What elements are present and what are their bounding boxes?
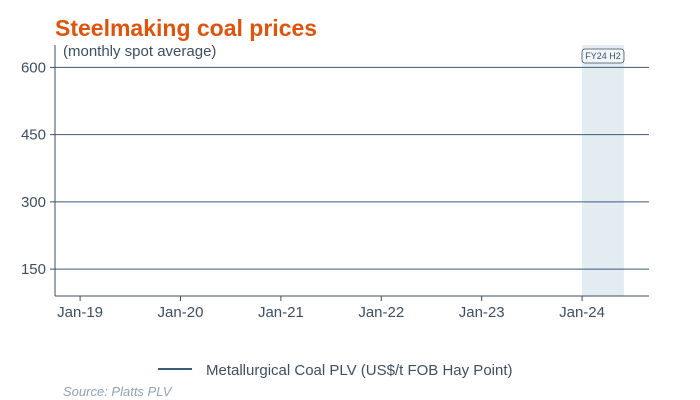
x-tick-label: Jan-24 <box>559 304 605 321</box>
axes <box>54 45 649 297</box>
band-label-box: FY24 H2 <box>581 48 625 64</box>
legend: Metallurgical Coal PLV (US$/t FOB Hay Po… <box>158 362 513 379</box>
chart-title: Steelmaking coal prices <box>55 15 317 41</box>
source-note: Source: Platts PLV <box>63 384 173 399</box>
x-tick-label: Jan-23 <box>459 304 505 321</box>
x-tick-labels: Jan-19 Jan-20 Jan-21 Jan-22 Jan-23 Jan-24 <box>57 296 605 321</box>
y-tick-label: 450 <box>21 127 46 144</box>
y-tick-labels: 150 300 450 600 <box>21 59 55 278</box>
x-tick-label: Jan-19 <box>57 304 103 321</box>
gridlines <box>55 66 649 270</box>
y-tick-label: 600 <box>21 59 46 76</box>
chart-subtitle: (monthly spot average) <box>63 43 216 60</box>
y-tick-label: 300 <box>21 194 46 211</box>
x-tick-label: Jan-20 <box>158 304 204 321</box>
legend-label: Metallurgical Coal PLV (US$/t FOB Hay Po… <box>206 362 513 379</box>
highlight-band <box>582 45 624 296</box>
y-tick-label: 150 <box>21 261 46 278</box>
band-label: FY24 H2 <box>585 51 621 61</box>
x-tick-label: Jan-21 <box>258 304 304 321</box>
x-tick-label: Jan-22 <box>358 304 404 321</box>
band-label-frame <box>581 48 625 64</box>
